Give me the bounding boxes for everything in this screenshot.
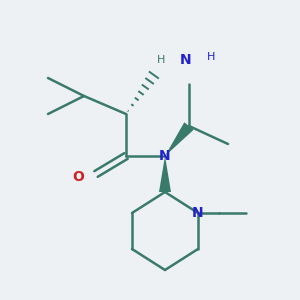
Polygon shape bbox=[165, 122, 194, 156]
Text: H: H bbox=[157, 55, 165, 65]
Text: N: N bbox=[180, 53, 192, 67]
Polygon shape bbox=[159, 156, 171, 192]
Text: H: H bbox=[207, 52, 215, 62]
Text: N: N bbox=[192, 206, 204, 220]
Text: O: O bbox=[72, 170, 84, 184]
Text: N: N bbox=[159, 149, 171, 163]
